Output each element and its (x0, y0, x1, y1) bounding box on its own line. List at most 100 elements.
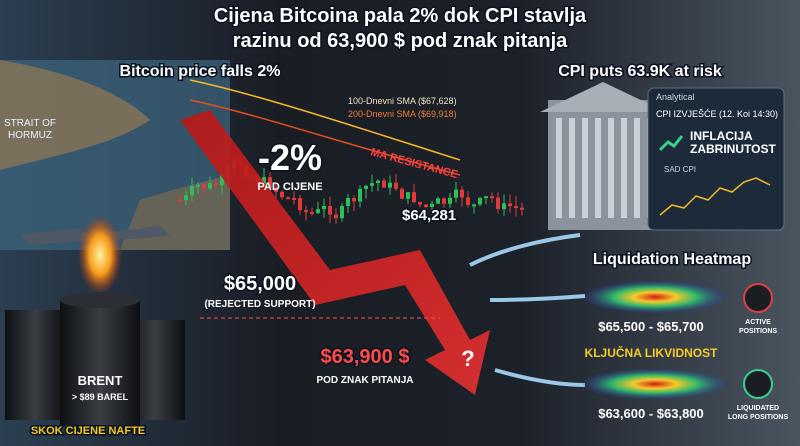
candle-body (448, 197, 452, 204)
panel-report: CPI IZVJEŠĆE (12. Koi 14:30) (656, 109, 778, 119)
drop-arrow (180, 110, 490, 395)
zone-status: ACTIVE POSITIONS (739, 319, 777, 335)
candle-body (364, 185, 368, 189)
candle-body (436, 198, 440, 204)
barrel (5, 310, 65, 420)
support-caption: (REJECTED SUPPORT) (204, 299, 315, 310)
candle-body (394, 182, 398, 189)
candle-body (460, 189, 464, 198)
target-mark: ? (461, 346, 474, 371)
candle-body (520, 207, 524, 210)
candle-body (190, 186, 194, 196)
oil-name: BRENT (78, 373, 123, 388)
right-subtitle: CPI puts 63.9K at risk (558, 63, 722, 80)
flow-arrow (494, 368, 586, 387)
column (569, 118, 575, 218)
building (548, 100, 658, 230)
status-icon (743, 283, 773, 313)
status-icon (743, 369, 773, 399)
candle-body (508, 203, 512, 206)
candle-body (196, 184, 200, 187)
candle-body (304, 210, 308, 213)
candle-body (178, 200, 182, 202)
drop-caption: PAD CIJENE (257, 181, 322, 193)
heatmap-key: KLJUČNA LIKVIDNOST (585, 345, 719, 360)
candle-body (334, 214, 338, 219)
heat-zone (585, 281, 725, 313)
candle-body (514, 205, 518, 208)
candle-body (430, 203, 434, 207)
target-price: $63,900 $ (321, 346, 410, 368)
panel-chart-label: SAD CPI (664, 165, 696, 174)
oil-caption: SKOK CIJENE NAFTE (31, 425, 145, 437)
column (556, 118, 562, 218)
target-caption: POD ZNAK PITANJA (316, 375, 413, 386)
candle-body (316, 209, 320, 213)
flow-arrow (469, 233, 581, 267)
title: Cijena Bitcoina pala 2% dok CPI stavlja r… (214, 5, 587, 52)
candle-body (382, 180, 386, 188)
barrel-top (60, 292, 140, 308)
candle-body (262, 177, 266, 185)
candle-body (214, 183, 218, 186)
candle-body (376, 180, 380, 184)
candle-body (310, 212, 314, 215)
ships (20, 226, 170, 245)
column (634, 118, 640, 218)
zone-range: $63,600 - $63,800 (598, 406, 704, 421)
sma200-label: 200-Dnevni SMA ($69,918) (348, 109, 457, 119)
map-label: STRAIT OF HORMUZ (4, 118, 56, 141)
candle-body (412, 192, 416, 203)
panel-icon (658, 135, 684, 152)
candle-body (328, 206, 332, 215)
heatmap-title: Liquidation Heatmap (593, 251, 751, 268)
price-high: $64,281 (402, 207, 456, 224)
candle-body (352, 198, 356, 202)
candle-body (454, 189, 458, 198)
left-subtitle: Bitcoin price falls 2% (120, 63, 281, 80)
analytics-panel (647, 87, 785, 231)
candle-body (346, 198, 350, 207)
candle-body (322, 206, 326, 210)
candle-body (370, 183, 374, 186)
oil-price: > $89 BAREL (72, 392, 129, 402)
candle-body (286, 197, 290, 200)
drop-percent: -2% (258, 137, 322, 178)
candle-body (208, 183, 212, 189)
column (595, 118, 601, 218)
candle-body (358, 188, 362, 202)
candle-body (274, 187, 278, 192)
candle-body (298, 198, 302, 211)
candle-body (268, 177, 272, 188)
candle-body (424, 204, 428, 207)
candle-body (220, 175, 224, 185)
land (0, 60, 150, 170)
candle-body (418, 202, 422, 205)
candle-body (400, 188, 404, 199)
sma200-line (189, 99, 461, 176)
candle-body (388, 182, 392, 188)
column (608, 118, 614, 218)
building-roof (540, 82, 666, 112)
zone-range: $65,500 - $65,700 (598, 319, 704, 334)
candle-body (280, 191, 284, 198)
candle-body (472, 204, 476, 207)
candle-body (202, 184, 206, 189)
column (621, 118, 627, 218)
column (582, 118, 588, 218)
candle-body (442, 198, 446, 204)
candle-body (496, 197, 500, 210)
candle-body (502, 203, 506, 210)
candle-body (292, 198, 296, 201)
flow-arrow (489, 294, 586, 302)
sma100-label: 100-Dnevni SMA ($67,628) (348, 96, 457, 106)
candle-body (478, 197, 482, 205)
candle-body (340, 206, 344, 219)
candle-body (406, 192, 410, 199)
support-price: $65,000 (224, 273, 296, 295)
panel-headline: INFLACIJA ZABRINUTOST (690, 129, 776, 156)
candlesticks (178, 157, 524, 224)
candle-body (466, 197, 470, 205)
panel-line (659, 177, 771, 216)
